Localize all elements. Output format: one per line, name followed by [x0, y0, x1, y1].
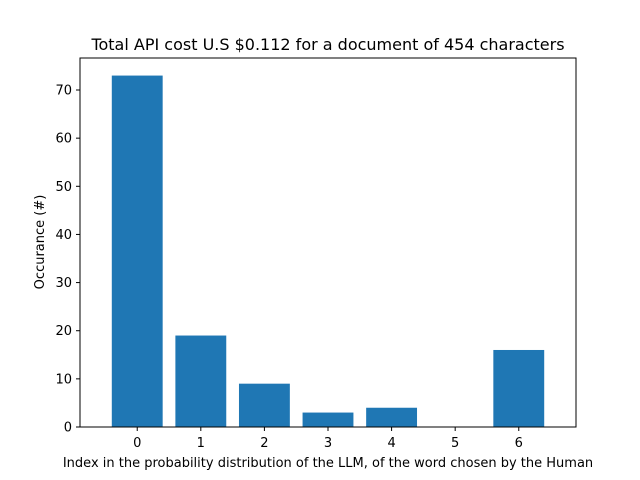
y-tick-label: 40: [55, 228, 72, 243]
chart-title: Total API cost U.S $0.112 for a document…: [90, 35, 564, 54]
x-axis-ticks: 0 1 2 3 4 5 6: [133, 427, 523, 451]
y-tick-label: 60: [55, 132, 72, 147]
x-axis-label: Index in the probability distribution of…: [63, 456, 593, 471]
bar-2: [238, 383, 290, 427]
x-tick-label: 1: [197, 436, 205, 451]
x-tick-label: 0: [133, 436, 141, 451]
y-tick-label: 10: [55, 372, 72, 387]
y-axis-label: Occurance (#): [33, 195, 48, 290]
y-tick-label: 50: [55, 180, 72, 195]
bar-0: [111, 75, 163, 428]
bars-group: [111, 75, 545, 428]
y-tick-label: 0: [64, 421, 72, 436]
bar-1: [175, 335, 227, 427]
y-tick-label: 30: [55, 276, 72, 291]
x-tick-label: 5: [451, 436, 459, 451]
y-tick-label: 70: [55, 84, 72, 99]
x-tick-label: 6: [515, 436, 523, 451]
bar-6: [493, 349, 545, 427]
x-tick-label: 2: [260, 436, 268, 451]
y-axis-ticks: 0 10 20 30 40 50 60 70: [55, 84, 80, 436]
x-tick-label: 4: [387, 436, 395, 451]
x-tick-label: 3: [324, 436, 332, 451]
bar-3: [302, 412, 354, 427]
bar-4: [366, 407, 418, 427]
y-tick-label: 20: [55, 324, 72, 339]
